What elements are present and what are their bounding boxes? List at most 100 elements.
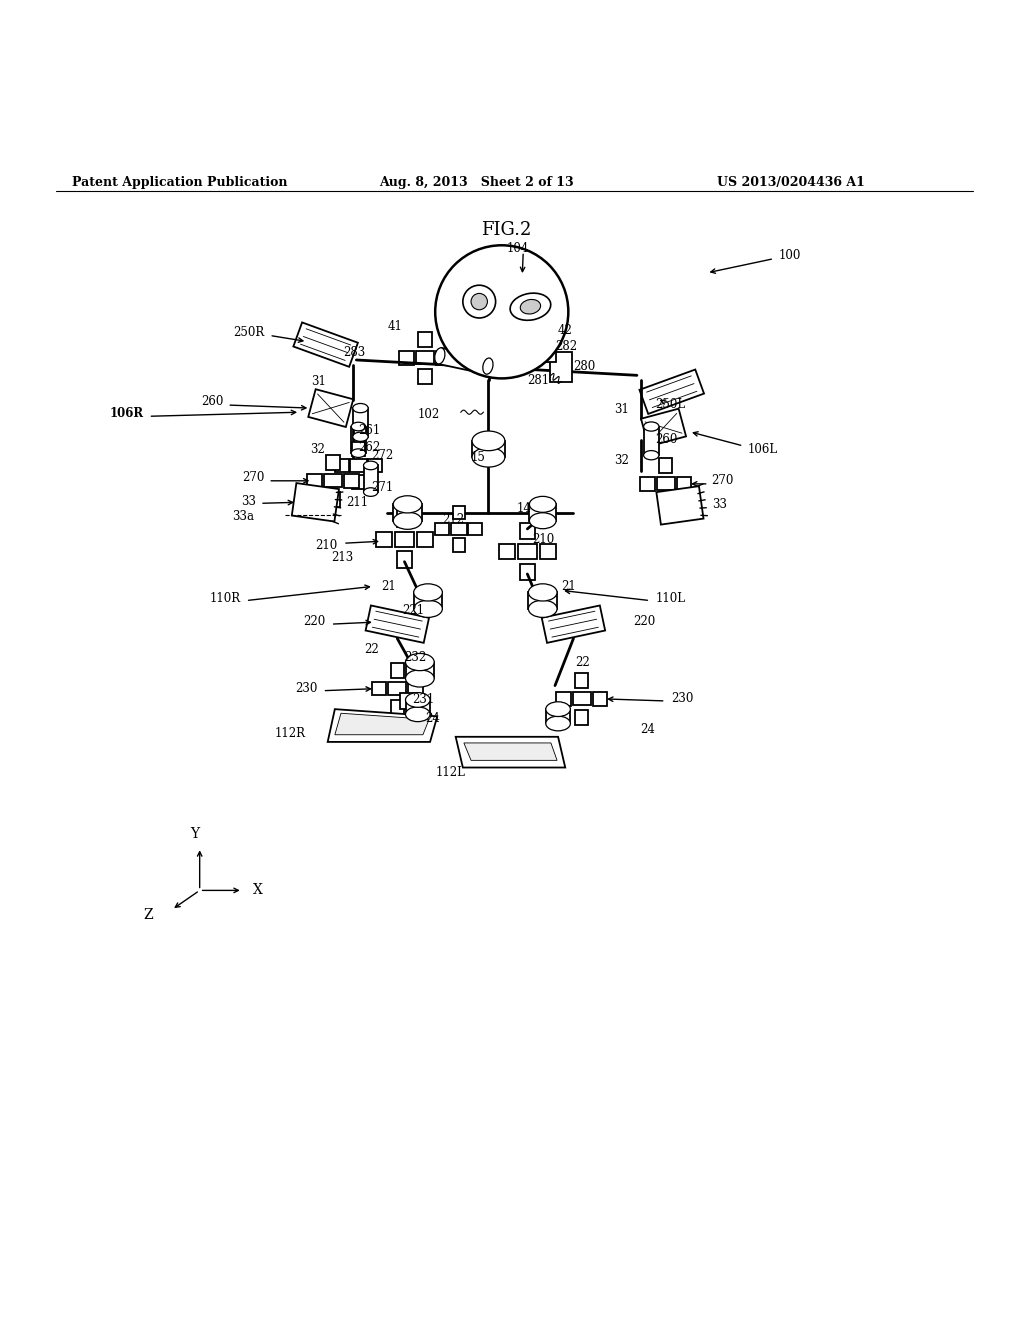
Text: Y: Y: [190, 828, 199, 841]
Text: 270: 270: [242, 471, 264, 484]
Text: 270: 270: [712, 474, 734, 487]
Polygon shape: [546, 709, 570, 723]
Ellipse shape: [406, 653, 434, 671]
Polygon shape: [641, 409, 686, 446]
Text: 210: 210: [315, 539, 338, 552]
Ellipse shape: [406, 669, 434, 686]
Polygon shape: [418, 333, 432, 347]
Polygon shape: [394, 532, 415, 546]
Text: 22: 22: [575, 656, 590, 668]
Text: 212: 212: [442, 513, 465, 527]
Polygon shape: [517, 544, 538, 558]
Text: 112R: 112R: [274, 727, 305, 741]
Text: 102: 102: [418, 408, 440, 421]
Ellipse shape: [482, 358, 493, 374]
Text: 261: 261: [358, 424, 381, 437]
Text: 31: 31: [614, 403, 630, 416]
Ellipse shape: [352, 404, 369, 413]
Polygon shape: [293, 322, 358, 367]
Text: 230: 230: [295, 682, 317, 696]
Polygon shape: [364, 466, 378, 492]
Text: 281: 281: [527, 374, 550, 387]
Polygon shape: [656, 478, 675, 491]
Polygon shape: [372, 682, 386, 696]
Circle shape: [471, 293, 487, 310]
Polygon shape: [438, 348, 489, 374]
Text: 210: 210: [532, 533, 555, 545]
Polygon shape: [417, 532, 433, 546]
Polygon shape: [540, 544, 556, 558]
Polygon shape: [397, 552, 412, 568]
Text: 42: 42: [558, 323, 573, 337]
Text: 231: 231: [413, 693, 435, 706]
Polygon shape: [397, 511, 412, 527]
Polygon shape: [368, 459, 382, 471]
Text: 260: 260: [655, 433, 678, 446]
Polygon shape: [393, 504, 422, 520]
Ellipse shape: [520, 300, 541, 314]
Ellipse shape: [414, 583, 442, 601]
Polygon shape: [639, 370, 705, 414]
Ellipse shape: [351, 449, 366, 458]
Polygon shape: [656, 486, 703, 524]
Polygon shape: [574, 710, 589, 725]
Ellipse shape: [510, 293, 551, 321]
Text: 22: 22: [365, 643, 379, 656]
Polygon shape: [376, 532, 392, 546]
Polygon shape: [453, 506, 465, 520]
Text: 100: 100: [778, 249, 801, 261]
Polygon shape: [326, 455, 340, 470]
Polygon shape: [435, 523, 450, 535]
Text: 260: 260: [201, 396, 223, 408]
Polygon shape: [390, 700, 404, 714]
Ellipse shape: [644, 422, 659, 432]
Text: 15: 15: [471, 450, 486, 463]
Polygon shape: [658, 458, 673, 473]
Polygon shape: [400, 693, 419, 709]
Polygon shape: [416, 351, 434, 364]
Text: 282: 282: [555, 341, 578, 354]
Ellipse shape: [529, 496, 556, 512]
Polygon shape: [593, 692, 607, 706]
Text: 220: 220: [633, 615, 655, 627]
Polygon shape: [536, 347, 556, 362]
Text: 250L: 250L: [655, 397, 685, 411]
Polygon shape: [292, 483, 339, 521]
Polygon shape: [542, 606, 605, 643]
Text: 33a: 33a: [232, 510, 254, 523]
Polygon shape: [335, 459, 349, 471]
Ellipse shape: [528, 583, 557, 601]
Text: 230: 230: [671, 693, 693, 705]
Ellipse shape: [472, 447, 505, 467]
Polygon shape: [350, 459, 367, 471]
Text: 262: 262: [358, 441, 381, 454]
Ellipse shape: [546, 702, 570, 717]
Polygon shape: [453, 539, 465, 552]
Polygon shape: [335, 713, 429, 735]
Ellipse shape: [529, 512, 556, 529]
Circle shape: [435, 246, 568, 379]
Polygon shape: [451, 523, 467, 535]
Polygon shape: [528, 593, 557, 609]
Text: 21: 21: [561, 579, 575, 593]
Polygon shape: [640, 477, 654, 491]
Polygon shape: [520, 564, 535, 581]
Polygon shape: [550, 351, 572, 383]
Ellipse shape: [528, 601, 557, 618]
Polygon shape: [352, 442, 365, 455]
Polygon shape: [388, 682, 407, 696]
Text: Aug. 8, 2013   Sheet 2 of 13: Aug. 8, 2013 Sheet 2 of 13: [379, 177, 573, 189]
Ellipse shape: [546, 717, 570, 731]
Text: 112L: 112L: [436, 766, 466, 779]
Text: 221: 221: [402, 605, 425, 618]
Text: 106R: 106R: [110, 407, 143, 420]
Text: 213: 213: [331, 552, 353, 564]
Polygon shape: [436, 351, 451, 364]
Text: 14: 14: [517, 502, 532, 515]
Polygon shape: [307, 474, 322, 487]
Polygon shape: [520, 523, 535, 540]
Text: 21: 21: [382, 579, 396, 593]
Ellipse shape: [364, 461, 378, 470]
Text: 271: 271: [371, 482, 393, 495]
Polygon shape: [472, 441, 505, 457]
